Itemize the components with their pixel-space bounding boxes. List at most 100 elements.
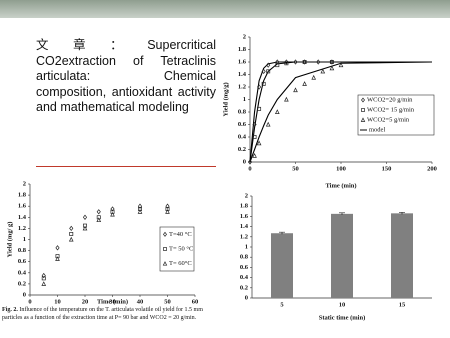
x-tick-label: 150 [382, 165, 392, 172]
marker [338, 62, 344, 68]
error-bar [399, 211, 405, 215]
x-axis-label: Time (min) [97, 298, 128, 305]
marker [163, 231, 167, 237]
y-tick-label: 0.8 [18, 247, 27, 254]
marker [261, 81, 266, 86]
marker [252, 121, 257, 128]
marker [257, 106, 262, 111]
marker [82, 214, 88, 220]
marker [361, 108, 365, 112]
marker [82, 225, 88, 231]
y-tick-label: 2 [243, 33, 246, 40]
caption-label: Fig. 2. [2, 307, 18, 313]
legend-label: WCO2=20 g/min [367, 96, 413, 103]
y-tick-label: 0 [23, 291, 26, 298]
legend-label: WCO2= 15 g/min [367, 106, 415, 113]
marker [311, 74, 317, 80]
marker [96, 217, 102, 223]
marker [165, 209, 170, 214]
marker [41, 272, 46, 279]
x-tick-label: 15 [399, 301, 406, 308]
marker [265, 121, 271, 127]
marker [110, 206, 115, 212]
marker [266, 69, 271, 74]
y-tick-label: 1.8 [18, 192, 27, 199]
marker [137, 203, 143, 209]
legend-label: WCO2=5 g/min [367, 116, 410, 123]
y-tick-label: 0.8 [240, 254, 249, 261]
bar [331, 213, 353, 298]
marker [256, 140, 262, 146]
model-curve [249, 61, 433, 163]
marker [360, 117, 366, 122]
marker [274, 109, 280, 114]
marker [316, 59, 321, 65]
marker [41, 276, 46, 281]
marker [361, 97, 365, 103]
legend-label: model [369, 126, 385, 133]
marker [68, 236, 74, 242]
error-bar [339, 212, 345, 215]
x-tick-label: 0 [248, 165, 251, 172]
marker [257, 84, 262, 90]
marker [261, 68, 266, 75]
x-axis-label: Static time (min) [319, 314, 366, 321]
y-tick-label: 0.2 [18, 280, 26, 287]
bar [391, 213, 413, 298]
y-tick-label: 0.4 [238, 133, 247, 140]
marker [302, 81, 307, 86]
marker [69, 232, 74, 236]
marker [284, 96, 289, 102]
marker [247, 159, 253, 165]
slide-text: 文章：Supercritical CO2extraction of Tetrac… [36, 38, 216, 114]
marker [55, 256, 60, 261]
y-tick-label: 1.8 [240, 203, 249, 210]
y-tick-label: 1.6 [240, 213, 249, 220]
figure-caption: Fig. 2. Influence of the temperature on … [2, 306, 216, 322]
y-tick-label: 1.4 [238, 71, 247, 78]
y-tick-label: 0 [245, 294, 248, 301]
legend-label: T= 50 °C [169, 245, 193, 252]
error-bar [279, 231, 285, 235]
y-tick-label: 2 [245, 192, 248, 199]
x-tick-label: 0 [28, 298, 31, 305]
marker [293, 87, 298, 93]
marker [329, 60, 334, 64]
y-tick-label: 1 [243, 96, 246, 103]
x-tick-label: 5 [280, 301, 284, 308]
x-tick-label: 30 [109, 298, 116, 305]
marker [162, 261, 168, 266]
y-tick-label: 0.8 [238, 108, 247, 115]
x-tick-label: 10 [339, 301, 346, 308]
y-axis-label: Yield (mg/g) [222, 82, 229, 116]
legend-label: T=40 °C [169, 231, 192, 238]
marker [266, 62, 271, 68]
y-tick-label: 0.4 [18, 269, 27, 276]
marker [302, 60, 307, 64]
y-tick-label: 1.4 [240, 223, 249, 230]
x-tick-label: 40 [137, 298, 144, 305]
x-tick-label: 60 [192, 298, 199, 305]
x-tick-label: 20 [82, 298, 89, 305]
x-tick-label: 200 [427, 165, 437, 172]
y-tick-label: 1.2 [18, 225, 26, 232]
marker [329, 65, 335, 71]
marker [41, 281, 47, 286]
y-tick-label: 0 [243, 158, 246, 165]
x-tick-label: 50 [292, 165, 299, 172]
marker [69, 225, 74, 232]
y-tick-label: 0.4 [240, 274, 249, 281]
y-tick-label: 1.6 [18, 203, 27, 210]
marker [252, 153, 257, 158]
marker [320, 68, 326, 74]
y-tick-label: 1.4 [18, 214, 27, 221]
legend-box [357, 94, 435, 136]
x-tick-label: 100 [336, 165, 346, 172]
y-tick-label: 1.8 [238, 46, 247, 53]
title-band [0, 0, 450, 18]
marker [110, 211, 115, 217]
y-tick-label: 1.2 [238, 83, 246, 90]
y-tick-label: 1 [245, 243, 248, 250]
